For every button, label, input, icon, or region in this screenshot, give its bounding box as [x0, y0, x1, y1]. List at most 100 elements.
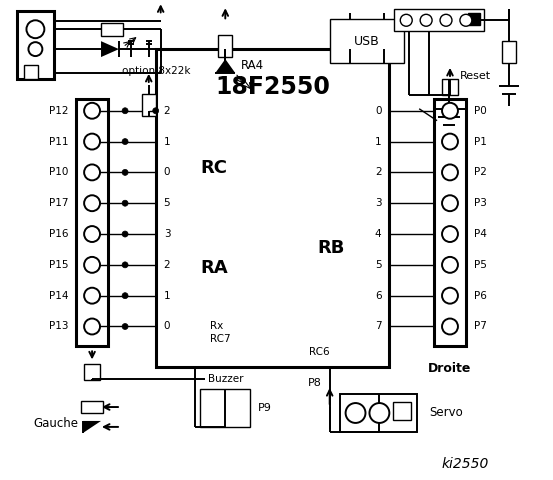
Text: RC: RC	[200, 159, 227, 178]
Circle shape	[84, 103, 100, 119]
Circle shape	[84, 165, 100, 180]
Text: P6: P6	[474, 291, 487, 300]
Bar	[24, 65, 38, 79]
Bar	[330, 19, 404, 63]
Circle shape	[122, 108, 128, 114]
Circle shape	[84, 195, 100, 211]
Text: 6: 6	[375, 291, 382, 300]
Text: Gauche: Gauche	[34, 418, 79, 431]
Circle shape	[442, 319, 458, 335]
Text: P8: P8	[308, 378, 322, 388]
Text: 2: 2	[375, 168, 382, 178]
Text: P15: P15	[49, 260, 68, 270]
Text: RC6: RC6	[310, 348, 330, 357]
Text: 0: 0	[375, 106, 382, 116]
Text: 0: 0	[164, 168, 170, 178]
Text: RA4: RA4	[241, 59, 264, 72]
Text: Reset: Reset	[460, 71, 491, 81]
Circle shape	[84, 226, 100, 242]
Text: P5: P5	[474, 260, 487, 270]
Text: Buzzer: Buzzer	[207, 374, 243, 384]
Text: RB: RB	[317, 239, 345, 257]
Text: RC7: RC7	[210, 335, 231, 345]
Bar	[156, 49, 389, 367]
Circle shape	[400, 14, 412, 26]
Text: 5: 5	[375, 260, 382, 270]
Bar	[101, 23, 123, 36]
Bar	[340, 394, 417, 432]
Text: P13: P13	[49, 322, 68, 332]
Bar	[142, 94, 156, 116]
Circle shape	[442, 195, 458, 211]
Text: Rx: Rx	[210, 321, 223, 331]
Circle shape	[122, 293, 128, 299]
Circle shape	[122, 231, 128, 237]
Polygon shape	[101, 41, 119, 57]
Circle shape	[122, 139, 128, 144]
Text: option 8x22k: option 8x22k	[122, 66, 191, 76]
Circle shape	[122, 262, 128, 268]
Text: USB: USB	[354, 35, 380, 48]
Circle shape	[346, 403, 366, 423]
Circle shape	[442, 257, 458, 273]
Text: P16: P16	[49, 229, 68, 239]
Circle shape	[153, 108, 159, 114]
Bar	[81, 401, 103, 413]
Text: 7: 7	[375, 322, 382, 332]
Text: P12: P12	[49, 106, 68, 116]
Circle shape	[460, 14, 472, 26]
Circle shape	[84, 257, 100, 273]
Text: 1: 1	[375, 137, 382, 146]
Text: 18F2550: 18F2550	[215, 75, 330, 99]
Text: P9: P9	[258, 403, 272, 413]
Text: 3: 3	[164, 229, 170, 239]
Circle shape	[84, 319, 100, 335]
Text: RA: RA	[200, 259, 228, 277]
Text: P17: P17	[49, 198, 68, 208]
Bar	[200, 389, 250, 427]
Bar	[84, 364, 100, 380]
Text: P7: P7	[474, 322, 487, 332]
Text: Droite: Droite	[429, 362, 472, 375]
Text: 1: 1	[164, 137, 170, 146]
Bar	[76, 99, 108, 347]
Bar	[442, 79, 458, 95]
Text: P3: P3	[474, 198, 487, 208]
Text: P14: P14	[49, 291, 68, 300]
Circle shape	[440, 14, 452, 26]
Circle shape	[122, 169, 128, 175]
Text: 4: 4	[375, 229, 382, 239]
Circle shape	[84, 288, 100, 304]
Circle shape	[442, 226, 458, 242]
Circle shape	[442, 165, 458, 180]
Text: P0: P0	[474, 106, 487, 116]
Text: 1: 1	[164, 291, 170, 300]
Circle shape	[369, 403, 389, 423]
Text: P4: P4	[474, 229, 487, 239]
Circle shape	[122, 324, 128, 329]
Text: 0: 0	[164, 322, 170, 332]
Text: P10: P10	[49, 168, 68, 178]
Circle shape	[442, 133, 458, 150]
Text: P2: P2	[474, 168, 487, 178]
Circle shape	[122, 200, 128, 206]
Text: ki2550: ki2550	[441, 456, 489, 471]
Bar	[394, 9, 484, 31]
Text: P11: P11	[49, 137, 68, 146]
Text: Servo: Servo	[429, 407, 463, 420]
Text: 5: 5	[164, 198, 170, 208]
Polygon shape	[83, 421, 101, 433]
Bar	[17, 12, 54, 79]
Text: 3: 3	[375, 198, 382, 208]
Circle shape	[27, 20, 44, 38]
Circle shape	[420, 14, 432, 26]
Circle shape	[442, 103, 458, 119]
Polygon shape	[215, 59, 235, 73]
Circle shape	[442, 288, 458, 304]
Text: 2: 2	[164, 260, 170, 270]
Circle shape	[28, 42, 43, 56]
Text: P1: P1	[474, 137, 487, 146]
Bar	[502, 41, 515, 63]
Text: 2: 2	[164, 106, 170, 116]
Bar	[434, 99, 466, 347]
